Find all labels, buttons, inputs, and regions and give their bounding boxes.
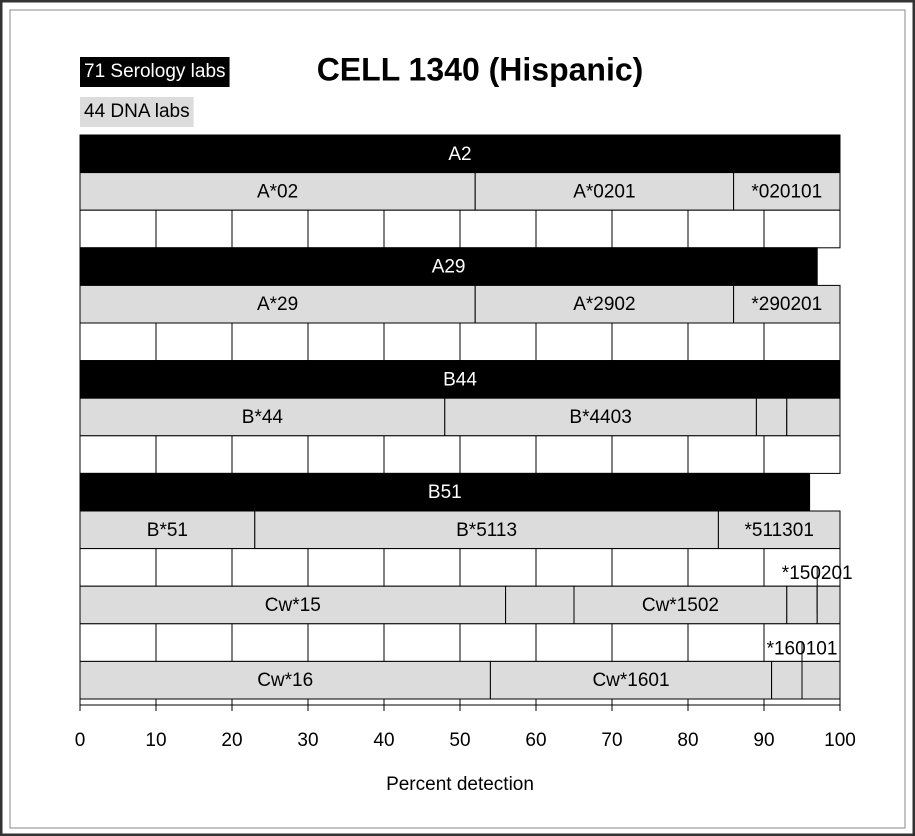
bar-segment	[254, 510, 719, 550]
bar-segment	[489, 660, 773, 700]
bar-segment	[79, 510, 256, 550]
bar-segment	[733, 172, 841, 211]
segment-label: Cw*1502	[642, 595, 719, 616]
legend-swatch	[80, 97, 194, 127]
x-tick-label: 100	[824, 730, 856, 751]
inner-frame	[9, 9, 906, 829]
bar-segment	[801, 660, 841, 700]
x-tick-label: 80	[677, 730, 698, 751]
x-tick-label: 10	[145, 730, 166, 751]
segment-label: B*5113	[456, 520, 517, 541]
bar-segment	[505, 585, 575, 625]
segment-label: A*0201	[573, 181, 635, 202]
segment-label: A*02	[257, 181, 298, 202]
bar-segment	[786, 585, 818, 625]
x-axis-label: Percent detection	[386, 774, 534, 795]
segment-label: B*4403	[569, 407, 631, 428]
bar-segment	[755, 397, 788, 437]
bar-segment	[79, 585, 507, 625]
bar-segment	[771, 660, 803, 700]
chart-title: CELL 1340 (Hispanic)	[317, 51, 644, 87]
legend-swatch	[80, 57, 230, 87]
bar-segment	[79, 360, 841, 399]
bar-segment	[79, 172, 476, 211]
segment-label: Cw*15	[265, 595, 321, 616]
segment-label: *020101	[751, 181, 822, 202]
bar-segment	[717, 510, 841, 550]
x-tick-label: 0	[75, 730, 86, 751]
bar-segment	[79, 247, 818, 286]
bar-segment	[79, 397, 446, 437]
x-tick-label: 50	[449, 730, 470, 751]
segment-label: B*51	[147, 520, 188, 541]
segment-label: *150201	[782, 563, 853, 584]
bar-segment	[733, 284, 841, 324]
segment-label: A2	[448, 144, 471, 165]
bar-segment	[79, 134, 841, 174]
x-tick-label: 40	[373, 730, 394, 751]
segment-label: *290201	[751, 294, 822, 315]
segment-label: B*44	[242, 407, 284, 428]
segment-label: B44	[443, 369, 477, 390]
segment-label: Cw*16	[257, 670, 313, 691]
segment-label: A29	[432, 257, 466, 278]
segment-label: *511301	[745, 520, 814, 541]
bar-segment	[79, 284, 476, 324]
legend-label: 71 Serology labs	[84, 61, 226, 82]
bar-segment	[816, 585, 841, 625]
bar-segment	[79, 472, 811, 512]
x-tick-label: 70	[601, 730, 622, 751]
segment-label: A*29	[257, 294, 298, 315]
x-tick-label: 60	[525, 730, 546, 751]
x-tick-label: 20	[221, 730, 242, 751]
segment-label: A*2902	[573, 294, 635, 315]
x-tick-label: 30	[297, 730, 318, 751]
bar-segment	[573, 585, 788, 625]
segment-label: Cw*1601	[592, 670, 669, 691]
segment-label: B51	[428, 482, 462, 503]
bar-segment	[786, 397, 841, 437]
bar-segment	[444, 397, 757, 437]
segment-label: *160101	[767, 638, 838, 659]
bar-segment	[474, 284, 735, 324]
legend-label: 44 DNA labs	[84, 101, 190, 122]
x-tick-label: 90	[753, 730, 774, 751]
bar-segment	[79, 660, 491, 700]
